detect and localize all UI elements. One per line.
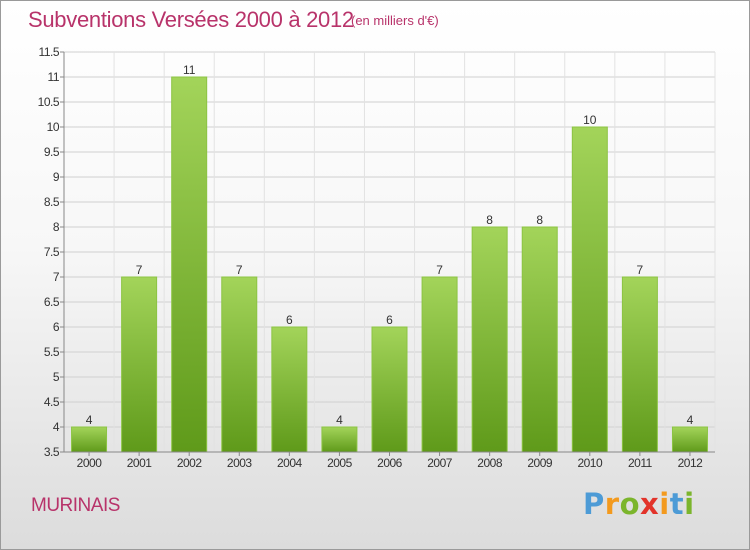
- logo-letter: P: [583, 487, 605, 521]
- data-label: 7: [436, 263, 443, 277]
- x-tick-label: 2010: [577, 456, 603, 470]
- x-tick-label: 2001: [127, 456, 153, 470]
- bars: 4 7 11 7 6 4 6 7 8 8 10 7 4: [71, 63, 708, 453]
- y-tick-label: 9.5: [44, 145, 60, 159]
- proxiti-logo[interactable]: Proxiti: [583, 487, 695, 521]
- bar-2012: [671, 426, 708, 453]
- bar-2001: [121, 276, 158, 453]
- data-label: 4: [86, 413, 93, 427]
- y-tick-label: 10.5: [38, 95, 60, 109]
- logo-letter: i: [684, 487, 695, 521]
- y-tick-label: 10: [47, 120, 60, 134]
- x-tick-label: 2000: [77, 456, 103, 470]
- axes: 3.5 4 4.5 5 5.5 6 6.5 7 7.5 8 8.5 9 9.5 10 10.5 11 11.5 2…: [38, 45, 715, 470]
- x-tick-label: 2002: [177, 456, 203, 470]
- commune-name: MURINAIS: [31, 495, 120, 516]
- data-label: 8: [486, 213, 493, 227]
- bar-2009: [521, 226, 558, 453]
- bar-2006: [371, 326, 408, 453]
- data-label: 8: [536, 213, 543, 227]
- y-tick-label: 7: [53, 270, 60, 284]
- y-tick-label: 4.5: [44, 395, 60, 409]
- bar-2007: [421, 276, 458, 453]
- logo-letter: i: [659, 487, 670, 521]
- x-tick-label: 2012: [678, 456, 704, 470]
- x-tick-label: 2011: [628, 456, 653, 470]
- logo-letter: r: [604, 487, 620, 521]
- x-tick-label: 2004: [277, 456, 303, 470]
- data-label: 11: [183, 63, 196, 77]
- y-tick-label: 11.5: [39, 45, 60, 59]
- y-tick-label: 5: [53, 370, 60, 384]
- y-tick-label: 9: [53, 170, 60, 184]
- y-tick-label: 4: [53, 420, 60, 434]
- bar-2011: [621, 276, 658, 453]
- chart-subtitle: (en milliers d'€): [351, 13, 439, 28]
- x-tick-label: 2008: [477, 456, 503, 470]
- data-label: 4: [687, 413, 694, 427]
- y-tick-label: 3.5: [44, 445, 60, 459]
- bar-2005: [321, 426, 358, 453]
- logo-letter: x: [640, 487, 660, 521]
- data-label: 10: [583, 113, 597, 127]
- y-tick-label: 11: [48, 70, 60, 84]
- y-tick-label: 7.5: [44, 245, 60, 259]
- bar-2008: [471, 226, 508, 453]
- y-tick-label: 5.5: [44, 345, 60, 359]
- y-tick-label: 6.5: [44, 295, 60, 309]
- y-tick-label: 8.5: [44, 195, 60, 209]
- x-tick-label: 2009: [527, 456, 553, 470]
- bar-2002: [171, 76, 208, 453]
- data-label: 7: [136, 263, 143, 277]
- data-label: 6: [386, 313, 393, 327]
- chart-title: Subventions Versées 2000 à 2012: [28, 7, 354, 32]
- logo-letter: t: [669, 487, 685, 521]
- x-tick-label: 2005: [327, 456, 353, 470]
- data-label: 6: [286, 313, 293, 327]
- x-tick-label: 2003: [227, 456, 253, 470]
- bar-2000: [71, 426, 108, 453]
- data-label: 7: [236, 263, 243, 277]
- y-tick-label: 6: [53, 320, 60, 334]
- bar-2004: [271, 326, 308, 453]
- bar-2010: [571, 126, 608, 453]
- x-tick-label: 2007: [427, 456, 453, 470]
- bar-2003: [221, 276, 258, 453]
- x-tick-label: 2006: [377, 456, 403, 470]
- data-label: 4: [336, 413, 343, 427]
- data-label: 7: [637, 263, 644, 277]
- y-tick-label: 8: [53, 220, 60, 234]
- logo-letter: o: [619, 487, 641, 521]
